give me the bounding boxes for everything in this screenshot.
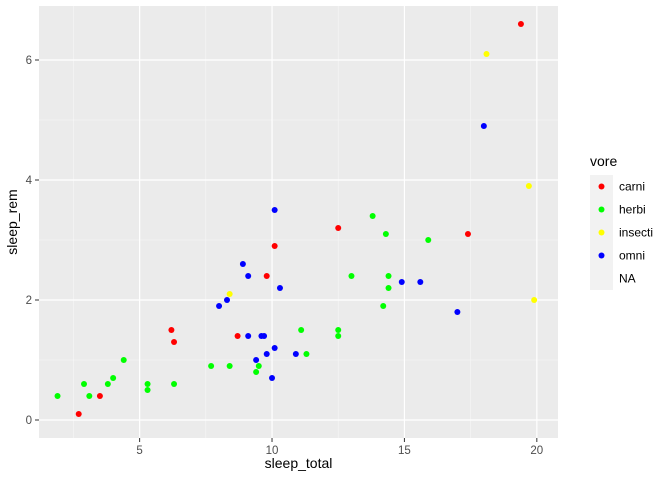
data-point-herbi bbox=[380, 303, 387, 309]
data-point-herbi bbox=[144, 387, 151, 393]
data-point-carni bbox=[263, 273, 270, 279]
x-tick-label: 5 bbox=[136, 445, 142, 457]
data-point-carni bbox=[168, 327, 175, 333]
data-points bbox=[54, 21, 538, 417]
y-tick-label: 2 bbox=[26, 295, 32, 307]
x-tick-label: 15 bbox=[398, 445, 411, 457]
data-point-herbi bbox=[298, 327, 305, 333]
data-point-herbi bbox=[171, 381, 178, 387]
data-point-insecti bbox=[483, 51, 490, 57]
legend-marker-insecti bbox=[598, 229, 605, 236]
legend-label-insecti: insecti bbox=[619, 226, 653, 240]
data-point-carni bbox=[335, 225, 342, 231]
data-point-carni bbox=[517, 21, 524, 27]
y-tick-label: 6 bbox=[26, 55, 32, 67]
data-point-carni bbox=[96, 393, 103, 399]
data-point-omni bbox=[398, 279, 405, 285]
data-point-insecti bbox=[531, 297, 538, 303]
data-point-herbi bbox=[208, 363, 215, 369]
y-axis: 0 2 4 6 bbox=[26, 55, 39, 427]
data-point-herbi bbox=[385, 285, 392, 291]
data-point-herbi bbox=[226, 363, 233, 369]
y-tick-label: 0 bbox=[26, 415, 32, 427]
data-point-herbi bbox=[253, 369, 260, 375]
data-point-herbi bbox=[335, 333, 342, 339]
legend-label-omni: omni bbox=[619, 249, 645, 263]
legend-key bbox=[590, 267, 613, 290]
x-tick-label: 10 bbox=[266, 445, 279, 457]
legend-marker-carni bbox=[598, 183, 605, 190]
data-point-herbi bbox=[369, 213, 376, 219]
data-point-omni bbox=[271, 345, 278, 351]
data-point-omni bbox=[224, 297, 231, 303]
legend-title: vore bbox=[590, 153, 617, 169]
data-point-omni bbox=[292, 351, 299, 357]
data-point-omni bbox=[216, 303, 223, 309]
plot-panel bbox=[39, 6, 558, 438]
data-point-omni bbox=[239, 261, 246, 267]
data-point-herbi bbox=[86, 393, 93, 399]
x-axis-title: sleep_total bbox=[265, 455, 333, 471]
data-point-omni bbox=[276, 285, 283, 291]
data-point-omni bbox=[480, 123, 487, 129]
data-point-herbi bbox=[81, 381, 88, 387]
major-gridlines bbox=[39, 6, 558, 438]
legend-marker-herbi bbox=[598, 206, 605, 213]
data-point-omni bbox=[417, 279, 424, 285]
x-tick-label: 20 bbox=[530, 445, 543, 457]
data-point-omni bbox=[245, 273, 252, 279]
data-point-carni bbox=[171, 339, 178, 345]
legend-marker-omni bbox=[598, 252, 605, 259]
data-point-herbi bbox=[110, 375, 117, 381]
data-point-herbi bbox=[382, 231, 389, 237]
legend-label-carni: carni bbox=[619, 180, 645, 194]
data-point-insecti bbox=[525, 183, 532, 189]
data-point-omni bbox=[245, 333, 252, 339]
data-point-herbi bbox=[385, 273, 392, 279]
data-point-carni bbox=[464, 231, 471, 237]
data-point-omni bbox=[253, 357, 260, 363]
data-point-omni bbox=[263, 351, 270, 357]
data-point-herbi bbox=[54, 393, 61, 399]
data-point-omni bbox=[454, 309, 461, 315]
data-point-herbi bbox=[348, 273, 355, 279]
legend: vore carni herbi insecti omni NA bbox=[590, 153, 653, 290]
y-axis-title: sleep_rem bbox=[4, 189, 20, 254]
legend-label-herbi: herbi bbox=[619, 203, 646, 217]
data-point-carni bbox=[271, 243, 278, 249]
data-point-herbi bbox=[104, 381, 111, 387]
data-point-insecti bbox=[226, 291, 233, 297]
data-point-omni bbox=[271, 207, 278, 213]
x-axis: 5 10 15 20 bbox=[136, 438, 543, 457]
data-point-herbi bbox=[144, 381, 151, 387]
data-point-omni bbox=[261, 333, 268, 339]
y-tick-label: 4 bbox=[26, 175, 33, 187]
data-point-omni bbox=[269, 375, 276, 381]
data-point-herbi bbox=[425, 237, 432, 243]
data-point-carni bbox=[75, 411, 82, 417]
data-point-herbi bbox=[303, 351, 310, 357]
data-point-herbi bbox=[255, 363, 262, 369]
data-point-carni bbox=[234, 333, 241, 339]
legend-label-NA: NA bbox=[619, 272, 636, 286]
data-point-herbi bbox=[335, 327, 342, 333]
data-point-herbi bbox=[120, 357, 127, 363]
